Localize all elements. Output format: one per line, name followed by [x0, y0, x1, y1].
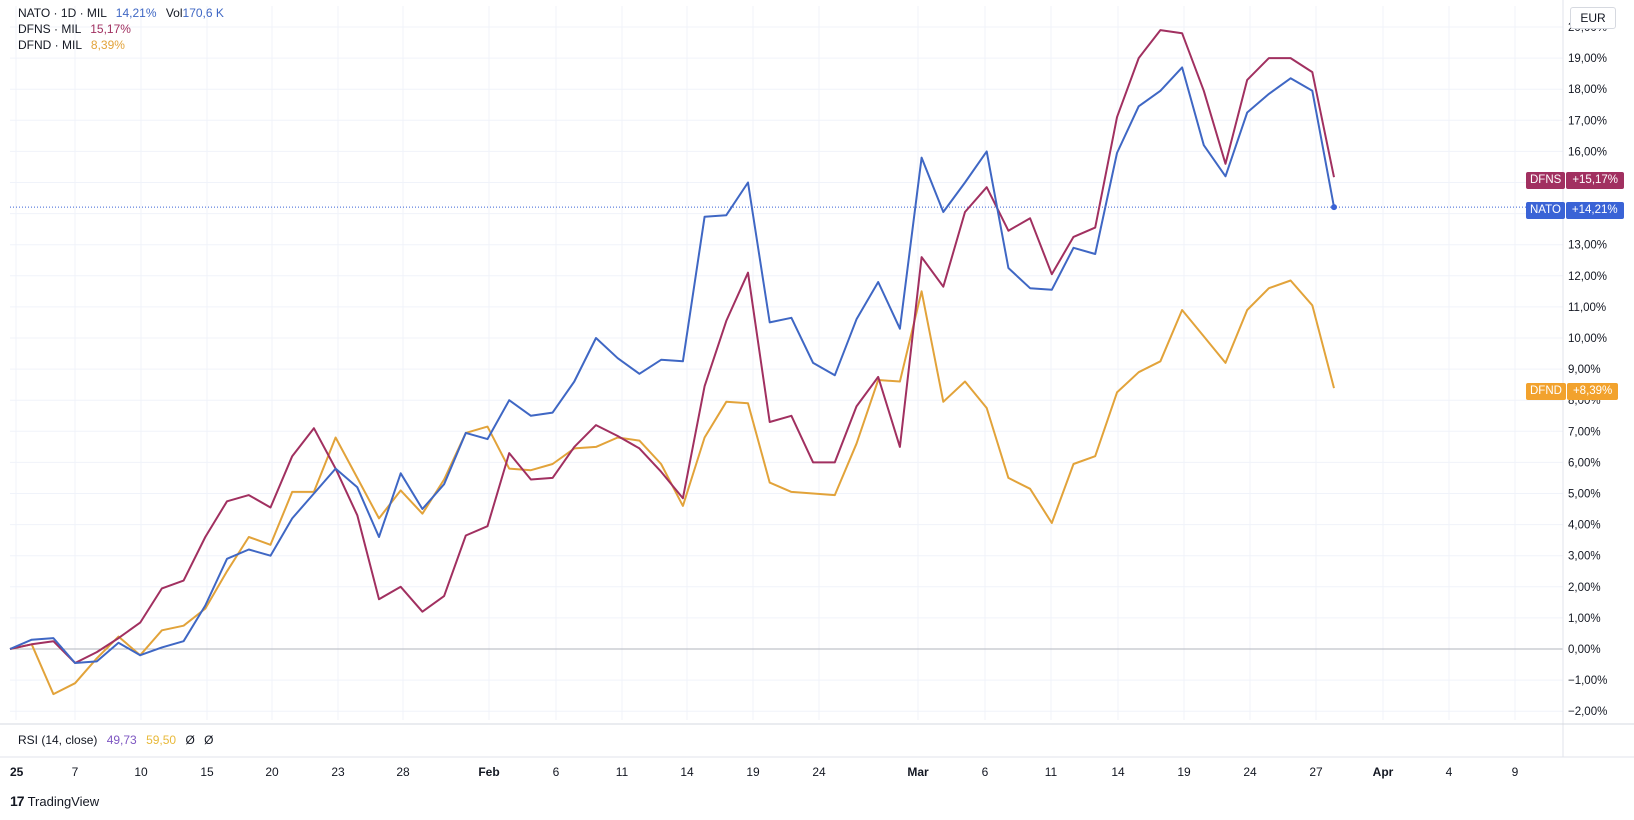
- rsi-label: RSI (14, close): [18, 733, 98, 747]
- y-tick-label: 0,00%: [1568, 644, 1601, 656]
- tradingview-logo[interactable]: 17 TradingView: [10, 793, 99, 809]
- y-tick-label: 18,00%: [1568, 84, 1607, 96]
- x-tick-label: 15: [200, 765, 214, 779]
- legend-change: 14,21%: [115, 6, 157, 20]
- x-tick-label: Feb: [478, 765, 499, 779]
- x-tick-label: 11: [616, 765, 629, 779]
- brand-name: TradingView: [27, 793, 100, 809]
- price-tag-nato: NATO +14,21%: [1526, 202, 1624, 219]
- currency-button[interactable]: EUR: [1570, 7, 1616, 29]
- legend-change: 15,17%: [90, 22, 131, 36]
- series-end-point-nato: [1331, 204, 1337, 211]
- y-tick-label: 6,00%: [1568, 457, 1601, 469]
- legend-volume-label: Vol: [165, 6, 183, 20]
- series-line-dfnd[interactable]: [9, 279, 1335, 696]
- x-axis-labels: 25 7 10 15 20 23 28 Feb 6 11 14 19 24 Mar 6 11 14 19 24 27 A…: [10, 765, 1519, 779]
- legend-symbol: DFND · MIL: [18, 38, 82, 52]
- y-tick-label: 4,00%: [1568, 520, 1601, 532]
- x-tick-label: 24: [1243, 765, 1257, 779]
- price-tag-dfns: DFNS +15,17%: [1526, 172, 1625, 189]
- rsi-legend[interactable]: RSI (14, close) 49,73 59,50 Ø Ø: [18, 733, 219, 747]
- price-tag-name: DFNS: [1526, 172, 1566, 189]
- series-line-nato[interactable]: [9, 66, 1335, 664]
- x-tick-label: 7: [72, 765, 79, 779]
- x-tick-label: 23: [331, 765, 345, 779]
- x-tick-label: 25: [10, 765, 24, 779]
- rsi-value-4: Ø: [204, 733, 214, 747]
- x-tick-label: 6: [982, 765, 989, 779]
- y-tick-label: 16,00%: [1568, 146, 1607, 158]
- y-tick-label: 9,00%: [1568, 364, 1601, 376]
- y-tick-label: 2,00%: [1568, 582, 1601, 594]
- y-tick-label: 5,00%: [1568, 489, 1601, 501]
- legend-dfnd[interactable]: DFND · MIL 8,39%: [18, 38, 125, 53]
- y-tick-label: 13,00%: [1568, 240, 1607, 252]
- y-tick-label: 7,00%: [1568, 426, 1601, 438]
- chart-grid: [10, 6, 1563, 720]
- y-tick-label: 11,00%: [1568, 302, 1606, 314]
- y-tick-label: −1,00%: [1568, 675, 1607, 687]
- legend-nato[interactable]: NATO · 1D · MIL 14,21% Vol170,6 K: [18, 6, 224, 21]
- x-tick-label: Mar: [907, 765, 929, 779]
- y-tick-label: 12,00%: [1568, 271, 1607, 283]
- series-line-dfns[interactable]: [9, 29, 1335, 664]
- y-tick-label: 1,00%: [1568, 613, 1601, 625]
- y-tick-label: 17,00%: [1568, 115, 1607, 127]
- y-tick-label: 10,00%: [1568, 333, 1607, 345]
- price-tag-value: +8,39%: [1566, 383, 1619, 400]
- x-tick-label: 19: [1177, 765, 1191, 779]
- price-tag-name: NATO: [1526, 202, 1565, 219]
- price-tag-value: +14,21%: [1565, 202, 1624, 219]
- x-tick-label: 14: [680, 765, 694, 779]
- series-lines[interactable]: [9, 29, 1337, 696]
- rsi-value-2: 59,50: [146, 733, 177, 747]
- x-tick-label: 24: [812, 765, 826, 779]
- y-tick-label: −2,00%: [1568, 706, 1607, 718]
- x-tick-label: 4: [1446, 765, 1453, 779]
- x-tick-label: 14: [1111, 765, 1125, 779]
- legend-volume-value: 170,6 K: [182, 6, 224, 20]
- x-tick-label: 27: [1309, 765, 1323, 779]
- tradingview-logo-icon: 17: [10, 793, 25, 809]
- legend-symbol: DFNS · MIL: [18, 22, 81, 36]
- legend-dfns[interactable]: DFNS · MIL 15,17%: [18, 22, 131, 37]
- y-axis-labels: −2,00% −1,00% 0,00% 1,00% 2,00% 3,00% 4,00% 5,0…: [1568, 22, 1607, 718]
- x-tick-label: 11: [1045, 765, 1058, 779]
- x-tick-label: 10: [134, 765, 148, 779]
- x-tick-label: 20: [265, 765, 279, 779]
- price-tag-dfnd: DFND +8,39%: [1526, 383, 1619, 400]
- price-tag-value: +15,17%: [1566, 172, 1625, 189]
- x-tick-label: 19: [746, 765, 760, 779]
- x-tick-label: 28: [396, 765, 410, 779]
- legend-symbol: NATO · 1D · MIL: [18, 6, 107, 20]
- rsi-value-3: Ø: [185, 733, 195, 747]
- legend-change: 8,39%: [90, 38, 125, 52]
- y-tick-label: 3,00%: [1568, 551, 1601, 563]
- y-tick-label: 19,00%: [1568, 53, 1607, 65]
- x-tick-label: 9: [1512, 765, 1519, 779]
- price-tag-name: DFND: [1526, 383, 1566, 400]
- x-tick-label: 6: [553, 765, 560, 779]
- x-tick-label: Apr: [1373, 765, 1394, 779]
- rsi-value-1: 49,73: [106, 733, 137, 747]
